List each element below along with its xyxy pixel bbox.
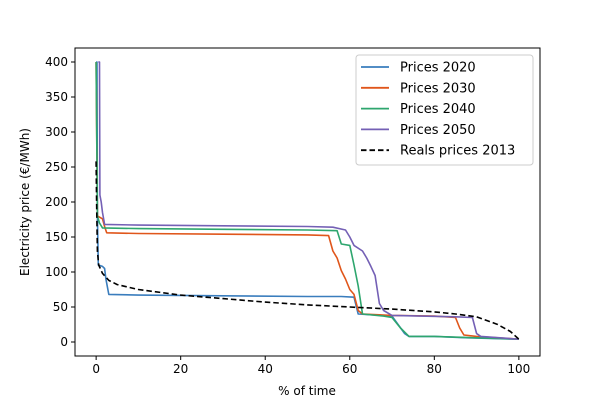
series-line-2 (95, 61, 519, 340)
x-tick-label-4: 80 (427, 362, 442, 376)
legend: Prices 2020 Prices 2030 Prices 2040 Prices … (355, 54, 534, 166)
y-tick-label-6: 300 (45, 125, 68, 139)
x-axis-label: % of time (278, 384, 336, 398)
x-tick-label-1: 20 (173, 362, 188, 376)
y-tick-label-2: 100 (45, 265, 68, 279)
series-line-3 (98, 61, 519, 340)
y-tick-label-3: 150 (45, 230, 68, 244)
legend-label-1: Prices 2030 (400, 81, 476, 96)
series-line-1 (95, 61, 519, 340)
x-tick-label-5: 100 (507, 362, 530, 376)
x-tick-label-0: 0 (92, 362, 100, 376)
y-axis-label: Electricity price (€/MWh) (18, 128, 32, 276)
legend-label-3: Prices 2050 (400, 123, 476, 138)
series-line-4 (95, 161, 520, 340)
y-tick-label-7: 350 (45, 90, 68, 104)
y-tick-label-1: 50 (53, 300, 68, 314)
y-tick-label-5: 250 (45, 160, 68, 174)
legend-label-0: Prices 2020 (400, 61, 476, 76)
axes-layer: 0 20 40 60 80 100 0 50 100 150 200 250 300 350 400 (45, 47, 541, 376)
legend-label-2: Prices 2040 (400, 102, 476, 117)
series-layer (95, 61, 520, 340)
x-tick-label-3: 60 (342, 362, 357, 376)
x-tick-label-2: 40 (258, 362, 273, 376)
y-tick-label-4: 200 (45, 195, 68, 209)
y-tick-label-0: 0 (60, 335, 68, 349)
y-tick-label-8: 400 (45, 55, 68, 69)
legend-box (355, 54, 534, 166)
legend-label-4: Reals prices 2013 (400, 144, 515, 159)
